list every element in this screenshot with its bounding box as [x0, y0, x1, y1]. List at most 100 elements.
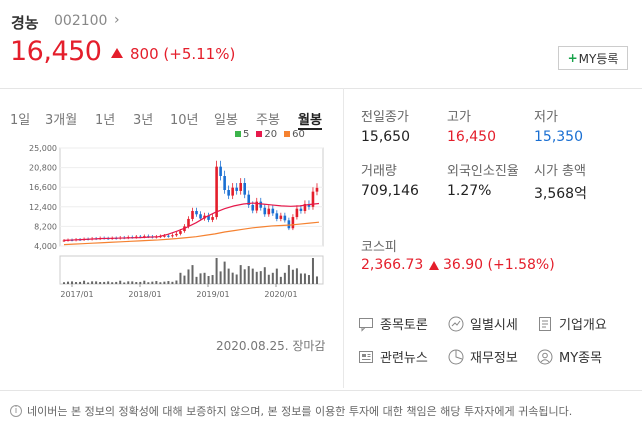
- candle-body: [62, 240, 66, 242]
- candle-body: [239, 183, 242, 191]
- link-discussion[interactable]: 종목토론: [358, 314, 428, 333]
- stock-chart[interactable]: 25,000 20,800 16,600 12,400 8,200 4,000 2017/0…: [0, 138, 343, 308]
- legend-ma5: 5: [235, 129, 249, 140]
- candle-body: [171, 235, 174, 237]
- legend-ma60: 60: [284, 129, 305, 140]
- link-related-news[interactable]: 관련뉴스: [358, 347, 428, 366]
- candle-body: [167, 235, 170, 237]
- volume-bar: [203, 272, 206, 284]
- x-tick-label: 2018/01: [128, 290, 161, 299]
- volume-bar: [151, 281, 154, 284]
- candle-body: [291, 217, 295, 229]
- volume-bar: [139, 281, 142, 284]
- tab-3month[interactable]: 3개월: [45, 113, 78, 128]
- volume-bar: [135, 282, 138, 284]
- candle-body: [243, 183, 247, 195]
- volume-bar: [279, 276, 282, 284]
- volume-bar: [159, 282, 162, 284]
- candle-body: [311, 191, 315, 207]
- x-tick-label: 2017/01: [60, 290, 93, 299]
- pie-chart-icon: [448, 349, 464, 364]
- candle-body: [219, 166, 222, 176]
- link-company-overview[interactable]: 기업개요: [537, 314, 607, 333]
- volume-bar: [247, 266, 250, 284]
- my-register-button[interactable]: + MY등록: [558, 46, 628, 70]
- kospi-up-icon: [429, 261, 439, 270]
- volume-bar: [119, 280, 122, 284]
- candle-body: [215, 166, 218, 218]
- volume-bar: [191, 265, 194, 284]
- candle-body: [143, 236, 146, 238]
- link-my-stocks[interactable]: MY종목: [537, 347, 602, 366]
- candle-body: [251, 204, 255, 211]
- market-close-date: 2020.08.25. 장마감: [216, 339, 326, 353]
- tab-1day[interactable]: 1일: [10, 113, 31, 128]
- volume-bar: [239, 265, 242, 284]
- candle-body: [295, 208, 299, 218]
- volume-bar: [231, 272, 234, 284]
- volume-bar: [171, 281, 174, 284]
- ma60-line: [63, 221, 320, 246]
- volume-bar: [63, 282, 65, 284]
- candle-body: [235, 187, 238, 191]
- y-tick-label: 25,000: [29, 144, 57, 153]
- candle-body: [247, 194, 251, 205]
- tab-1year[interactable]: 1년: [95, 113, 116, 128]
- y-tick-label: 20,800: [29, 164, 57, 173]
- candle-body: [223, 176, 226, 190]
- tab-10year[interactable]: 10년: [170, 113, 199, 128]
- volume-bar: [111, 282, 114, 284]
- person-icon: [537, 349, 553, 364]
- candle-body: [275, 213, 279, 219]
- chevron-right-icon[interactable]: ›: [114, 12, 120, 28]
- volume-bar: [147, 282, 150, 284]
- candle-body: [191, 211, 194, 219]
- news-icon: [359, 350, 373, 363]
- up-arrow-icon: [111, 48, 123, 58]
- tab-weekly[interactable]: 주봉: [256, 113, 280, 128]
- volume-bar: [163, 281, 166, 284]
- ma-legend: 5 20 60: [235, 129, 305, 140]
- price-panel-frame: [59, 147, 324, 247]
- volume-bar: [315, 276, 318, 284]
- volume-bar: [107, 281, 110, 284]
- trade-volume: 거래량 709,146: [361, 164, 419, 199]
- volume-bar: [131, 281, 134, 284]
- column-divider: [343, 88, 344, 388]
- candle-body: [163, 235, 166, 237]
- candle-body: [175, 233, 178, 236]
- volume-bar: [195, 276, 198, 284]
- chat-icon: [359, 317, 373, 332]
- volume-bar: [223, 261, 226, 284]
- volume-bar: [83, 280, 86, 284]
- stock-name[interactable]: 경농: [11, 14, 39, 32]
- candle-body: [231, 187, 234, 196]
- kospi-change: 36.90 (+1.58%): [443, 257, 555, 273]
- tab-3year[interactable]: 3년: [133, 113, 154, 128]
- candle-body: [227, 190, 230, 196]
- kospi-label[interactable]: 코스피: [361, 240, 397, 255]
- tab-monthly[interactable]: 월봉: [298, 109, 322, 130]
- volume-bar: [215, 258, 218, 284]
- volume-bar: [123, 282, 126, 284]
- volume-bar: [75, 282, 78, 284]
- candle-body: [279, 215, 283, 219]
- candle-body: [259, 201, 263, 208]
- link-daily-price[interactable]: 일별시세: [448, 314, 518, 333]
- disclaimer: i 네이버는 본 정보의 정확성에 대해 보증하지 않으며, 본 정보를 이용한…: [10, 403, 572, 419]
- candle-body: [315, 187, 319, 192]
- candle-body: [287, 220, 291, 229]
- tab-daily[interactable]: 일봉: [214, 113, 238, 128]
- volume-bar: [87, 282, 90, 284]
- volume-bar: [187, 269, 190, 284]
- legend-ma20: 20: [256, 129, 277, 140]
- volume-bar: [255, 271, 258, 284]
- market-cap: 시가 총액 3,568억: [534, 164, 587, 202]
- stock-code[interactable]: 002100: [54, 13, 108, 29]
- volume-bar: [291, 269, 294, 284]
- volume-bar: [287, 265, 290, 284]
- link-financial-info[interactable]: 재무정보: [448, 347, 518, 366]
- disclaimer-text: 네이버는 본 정보의 정확성에 대해 보증하지 않으며, 본 정보를 이용한 투…: [27, 405, 573, 418]
- volume-bar: [71, 281, 74, 284]
- candle-body: [255, 201, 259, 211]
